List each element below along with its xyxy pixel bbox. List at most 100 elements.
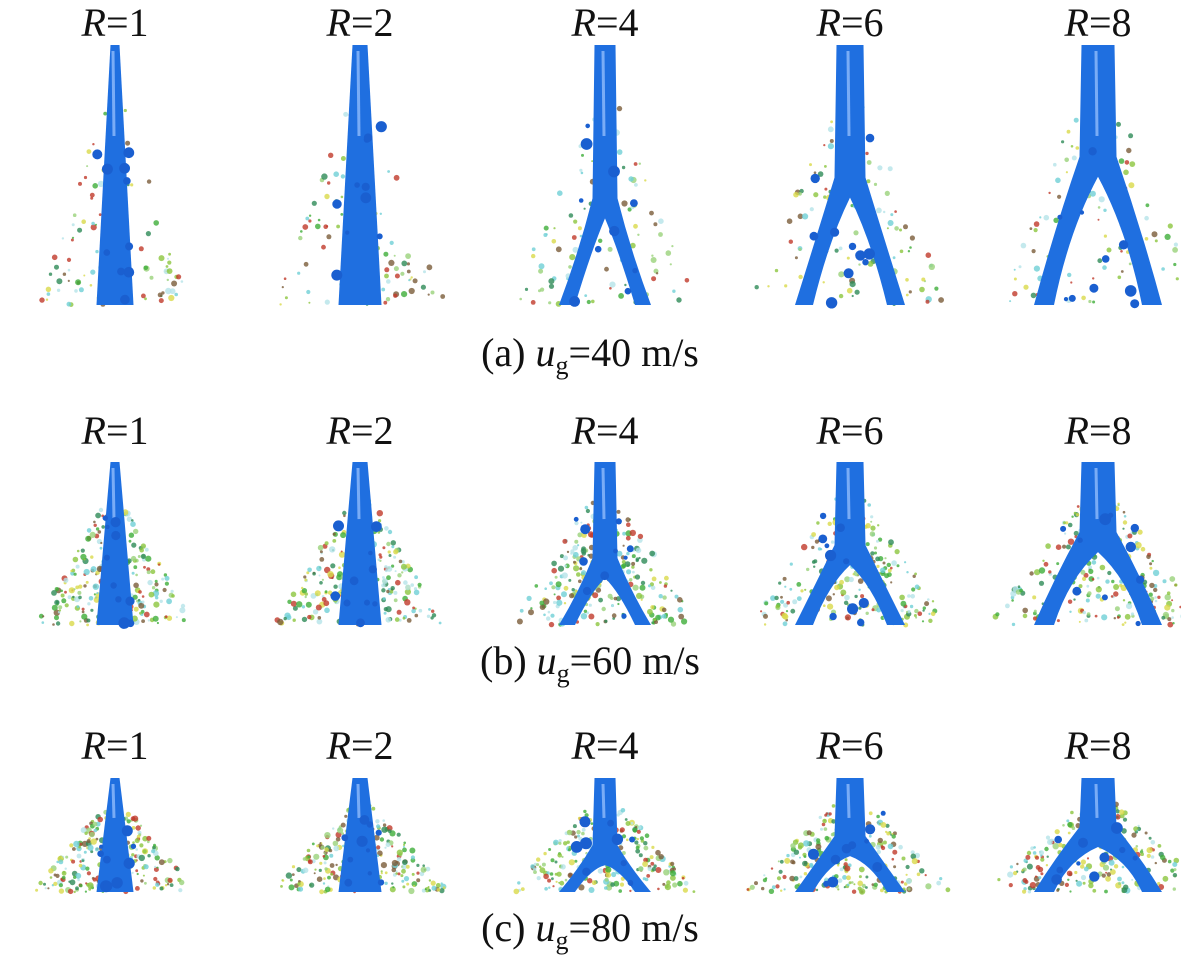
droplet xyxy=(844,576,851,583)
droplet xyxy=(913,614,917,617)
droplet xyxy=(910,594,915,599)
droplet xyxy=(86,871,91,876)
droplet xyxy=(1038,580,1045,586)
ligament xyxy=(620,860,627,867)
droplet xyxy=(1123,169,1129,176)
droplet xyxy=(101,525,105,529)
droplet xyxy=(391,859,398,867)
ligament xyxy=(359,815,370,825)
panel-label: R=6 xyxy=(816,723,884,768)
droplet xyxy=(326,225,329,228)
droplet xyxy=(98,213,102,217)
droplet xyxy=(1008,883,1013,888)
droplet xyxy=(340,156,346,161)
droplet xyxy=(302,224,309,230)
droplet xyxy=(329,853,334,858)
droplet xyxy=(1078,584,1083,589)
droplet xyxy=(411,872,415,876)
droplet xyxy=(164,581,169,586)
droplet xyxy=(406,262,410,266)
value: =8 xyxy=(1089,723,1132,768)
droplet xyxy=(1106,247,1112,253)
droplet xyxy=(409,847,416,854)
droplet xyxy=(883,210,886,214)
droplet xyxy=(380,872,383,875)
droplet xyxy=(876,607,882,613)
droplet xyxy=(292,605,298,611)
droplet xyxy=(1075,513,1080,517)
droplet xyxy=(313,853,320,860)
ligament xyxy=(585,123,590,129)
droplet xyxy=(760,610,763,613)
droplet xyxy=(604,266,609,272)
droplet xyxy=(1070,281,1073,284)
droplet xyxy=(630,821,634,825)
droplet xyxy=(174,292,178,297)
droplet xyxy=(1034,875,1038,878)
droplet xyxy=(390,540,396,546)
droplet xyxy=(1012,291,1018,297)
droplet xyxy=(661,613,667,619)
droplet xyxy=(865,151,869,156)
droplet xyxy=(439,888,445,894)
droplet xyxy=(844,594,850,601)
droplet xyxy=(384,273,389,279)
droplet xyxy=(86,165,89,168)
droplet xyxy=(413,589,420,596)
droplet xyxy=(1013,277,1017,281)
droplet xyxy=(167,260,172,265)
droplet xyxy=(1103,208,1107,212)
droplet xyxy=(340,213,344,216)
droplet xyxy=(324,607,330,614)
droplet xyxy=(143,265,149,271)
ligament xyxy=(1076,861,1081,866)
droplet xyxy=(666,880,671,885)
droplet xyxy=(634,574,641,580)
droplet xyxy=(815,843,822,850)
droplet xyxy=(143,611,150,618)
droplet xyxy=(868,811,873,816)
droplet xyxy=(558,841,562,845)
droplet xyxy=(586,611,590,615)
droplet xyxy=(1118,158,1125,164)
droplet xyxy=(86,149,92,155)
droplet xyxy=(1148,592,1153,597)
droplet xyxy=(882,840,887,845)
droplet xyxy=(632,584,639,591)
droplet xyxy=(531,253,536,259)
droplet xyxy=(307,567,312,573)
droplet xyxy=(571,588,575,592)
ligament xyxy=(580,837,592,850)
droplet xyxy=(1099,564,1106,571)
droplet xyxy=(1146,554,1151,560)
ligament xyxy=(623,555,628,560)
droplet xyxy=(548,621,555,628)
droplet xyxy=(87,882,94,889)
droplet xyxy=(543,225,549,231)
droplet xyxy=(43,882,46,886)
droplet xyxy=(857,880,863,887)
droplet xyxy=(76,549,80,553)
droplet xyxy=(538,268,544,274)
liquid-jet xyxy=(559,462,651,625)
jet-highlight xyxy=(1094,50,1099,137)
droplet xyxy=(382,576,385,579)
droplet xyxy=(376,510,383,517)
droplet xyxy=(670,861,675,867)
ligament xyxy=(123,857,135,869)
droplet xyxy=(804,588,807,591)
droplet xyxy=(385,617,392,623)
droplet xyxy=(318,574,321,577)
droplet xyxy=(1071,155,1077,161)
droplet xyxy=(340,532,347,539)
droplet xyxy=(803,855,807,858)
jet-highlight xyxy=(601,783,606,818)
droplet xyxy=(550,858,555,863)
droplet xyxy=(330,872,334,876)
droplet xyxy=(781,612,788,619)
droplet xyxy=(885,823,890,828)
droplet xyxy=(408,279,411,282)
droplet xyxy=(398,559,403,564)
droplet xyxy=(1029,882,1037,889)
droplet xyxy=(1144,215,1149,221)
